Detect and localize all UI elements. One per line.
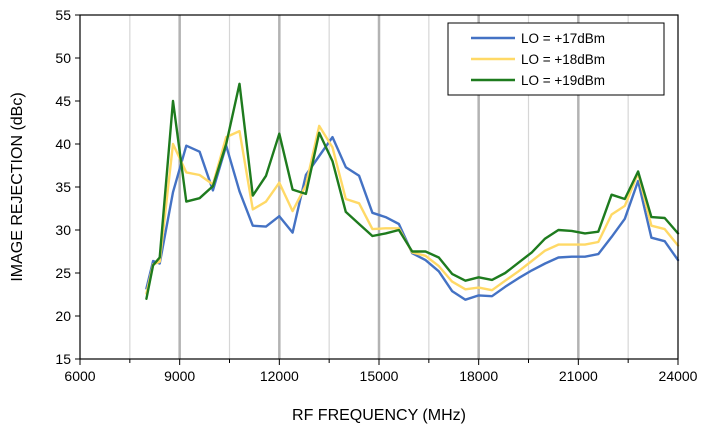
legend-label: LO = +18dBm: [521, 52, 605, 67]
legend-label: LO = +17dBm: [521, 31, 605, 46]
x-tick-label: 15000: [360, 368, 399, 384]
axis-ticks: [75, 14, 679, 365]
tick-labels: 6000 9000 12000 15000 18000 21000 24000 15 20 25 3…: [55, 7, 697, 384]
series-lines: [145, 82, 680, 301]
y-tick-label: 35: [55, 179, 71, 195]
series-line-2: [145, 124, 680, 295]
series-line-1: [145, 135, 680, 301]
y-axis-title: IMAGE REJECTION (dBc): [9, 92, 26, 281]
series-line-3: [145, 82, 680, 300]
legend-label: LO = +19dBm: [521, 73, 605, 88]
y-tick-label: 50: [55, 50, 71, 66]
legend: LO = +17dBm LO = +18dBm LO = +19dBm: [447, 22, 665, 96]
y-tick-label: 20: [55, 308, 71, 324]
y-tick-label: 45: [55, 93, 71, 109]
x-tick-label: 21000: [559, 368, 598, 384]
y-tick-label: 25: [55, 265, 71, 281]
y-tick-label: 55: [55, 7, 71, 23]
x-tick-label: 9000: [164, 368, 195, 384]
x-tick-label: 6000: [64, 368, 95, 384]
x-axis-title: RF FREQUENCY (MHz): [292, 407, 466, 424]
y-tick-label: 40: [55, 136, 71, 152]
x-tick-label: 18000: [459, 368, 498, 384]
y-tick-label: 30: [55, 222, 71, 238]
x-tick-label: 24000: [659, 368, 698, 384]
x-tick-label: 12000: [260, 368, 299, 384]
y-tick-label: 15: [55, 351, 71, 367]
